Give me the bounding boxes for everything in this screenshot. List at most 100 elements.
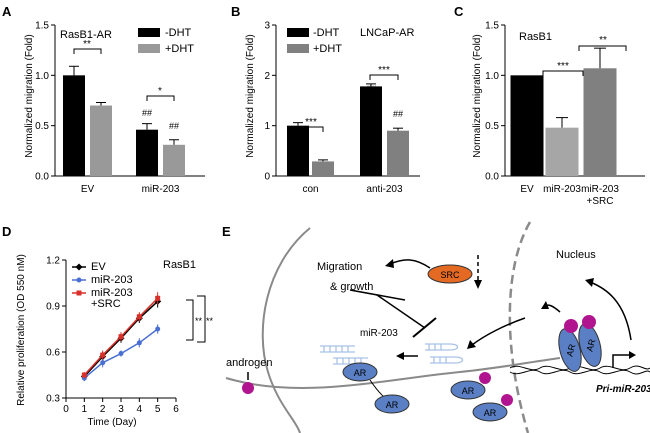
bar-con--DHT — [287, 125, 309, 176]
panel-d-inset-label: RasB1 — [163, 259, 196, 271]
panel-c-y-ticks: 0.0 0.5 1.0 1.5 — [485, 21, 499, 183]
panel-letter-a: A — [2, 4, 12, 19]
panel-a: A Normalized migration (Fold) 0.0 0.5 1.0 1… — [2, 4, 205, 195]
panel-b-legend-label-1: -DHT — [313, 27, 340, 39]
androgen-molecule — [242, 382, 254, 394]
panel-c-y-axis-label: Normalized migration (Fold) — [472, 34, 483, 157]
panel-b-sig-1: *** — [305, 117, 317, 128]
ar-ligand-2 — [501, 394, 513, 406]
ar-dimer-ligand-1 — [564, 319, 578, 333]
y-tick-label: 0.0 — [485, 172, 499, 183]
ar-protein-4 — [472, 402, 508, 422]
ar-dimer-left — [558, 328, 582, 372]
x-tick-label: con — [302, 184, 318, 195]
panel-d-sig-bracket-1 — [186, 299, 194, 341]
arrowhead-transcription — [629, 351, 636, 359]
data-point-miR-203 +SRC — [81, 372, 87, 378]
data-point-miR-203 — [100, 360, 106, 366]
cell-membrane — [261, 227, 311, 433]
arrowhead-gene-expression — [585, 278, 594, 287]
ar-label-1: AR — [354, 368, 367, 378]
arrowhead-migration — [385, 259, 394, 268]
arrowhead-processing — [396, 352, 404, 360]
ar-label-3: AR — [462, 386, 475, 396]
panel-a-legend-swatch-2 — [138, 44, 160, 53]
bar-EV--DHT — [63, 75, 85, 176]
y-tick-label: 1.0 — [35, 71, 49, 82]
panel-d-y-ticks: 0.3 0.6 0.9 1.2 — [46, 256, 60, 405]
y-tick-label: 0.9 — [46, 302, 60, 313]
translocation-path — [225, 357, 561, 389]
panel-a-bars — [63, 65, 185, 176]
x-tick-label: +SRC — [587, 196, 614, 207]
x-tick-label: 2 — [100, 404, 106, 415]
src-label: SRC — [440, 270, 460, 280]
panel-b: B Normalized migration (Fold) 0 1 2 3 con an… — [231, 4, 420, 195]
panel-a-sig-1: ** — [83, 39, 91, 50]
data-point-miR-203 — [118, 351, 124, 357]
ar-label-2: AR — [386, 400, 399, 410]
bar-anti-203--DHT — [360, 86, 382, 176]
transcription-start-arrow — [612, 354, 632, 368]
ar-protein-3 — [450, 380, 486, 400]
y-tick-label: 3 — [264, 21, 270, 32]
panel-b-y-axis-label: Normalized migration (Fold) — [245, 34, 256, 157]
legend-marker-miR-203 — [76, 277, 82, 283]
data-point-miR-203 +SRC — [136, 314, 142, 320]
bar-con-+DHT — [312, 161, 334, 176]
bar-EV-+DHT — [90, 105, 112, 176]
x-tick-label: 3 — [118, 404, 124, 415]
mir-203-label: miR-203 — [360, 328, 398, 339]
x-tick-label: 4 — [137, 404, 143, 415]
panel-a-legend-swatch-1 — [138, 28, 160, 37]
panel-c-sig-1: *** — [557, 61, 569, 72]
data-point-miR-203 — [136, 340, 142, 346]
panel-d-y-axis-label: Relative proliferation (OD 550 nM) — [16, 254, 27, 406]
src-to-migration-arrow — [389, 259, 431, 269]
pre-mirna-hairpin — [425, 343, 464, 364]
data-point-miR-203 +SRC — [118, 334, 124, 340]
export-arrow — [471, 317, 526, 346]
y-tick-label: 1 — [264, 121, 270, 132]
panel-a-sig-bracket-2 — [146, 95, 175, 101]
panel-d: D Relative proliferation (OD 550 nM) 0.3… — [2, 224, 214, 428]
legend-label: miR-203 — [91, 287, 133, 299]
legend-marker-EV — [75, 263, 83, 271]
panel-c-bars — [510, 47, 617, 176]
panel-a-y-ticks: 0.0 0.5 1.0 1.5 — [35, 21, 49, 183]
x-tick-label: 1 — [82, 404, 88, 415]
bar-anti-203-+DHT — [387, 130, 409, 176]
y-tick-label: 0.6 — [46, 348, 60, 359]
androgen-label: androgen — [226, 357, 273, 369]
x-tick-label: miR-203 — [142, 184, 180, 195]
y-tick-label: 1.0 — [485, 71, 499, 82]
panel-c-sig-bracket-2 — [578, 45, 627, 51]
bar-EV — [510, 75, 544, 176]
x-tick-label: 0 — [63, 404, 69, 415]
panel-b-sig-bracket-2 — [369, 74, 399, 80]
mirna-duplex — [320, 345, 368, 365]
x-tick-label: 5 — [155, 404, 161, 415]
panel-b-x-labels: con anti-203 — [302, 184, 403, 195]
panel-d-x-axis-label: Time (Day) — [87, 417, 136, 428]
panel-c-x-labels: EV miR-203 miR-203+SRC — [520, 184, 619, 207]
bar-miR-203 +SRC — [583, 68, 617, 176]
x-tick-label: 6 — [173, 404, 179, 415]
arrowhead-src-down — [474, 280, 482, 289]
arrowhead-export — [467, 340, 476, 349]
legend-label: EV — [91, 261, 106, 273]
src-protein — [427, 264, 473, 284]
panel-letter-e: E — [222, 224, 231, 239]
y-tick-label: 0.0 — [35, 172, 49, 183]
pri-mir-203-label: Pri-miR-203 — [596, 384, 650, 395]
panel-b-legend-swatch-2 — [287, 44, 309, 53]
panel-letter-b: B — [231, 4, 240, 19]
migration-label: Migration — [317, 261, 362, 273]
panel-b-hash-2: ## — [393, 109, 403, 119]
ar-protein-1 — [342, 362, 378, 382]
panel-b-y-ticks: 0 1 2 3 — [264, 21, 270, 183]
panel-letter-d: D — [2, 224, 11, 239]
panel-d-sig-2: ** — [206, 316, 214, 326]
panel-a-sig-2: * — [158, 86, 162, 97]
panel-c-sig-bracket-1 — [542, 70, 584, 76]
